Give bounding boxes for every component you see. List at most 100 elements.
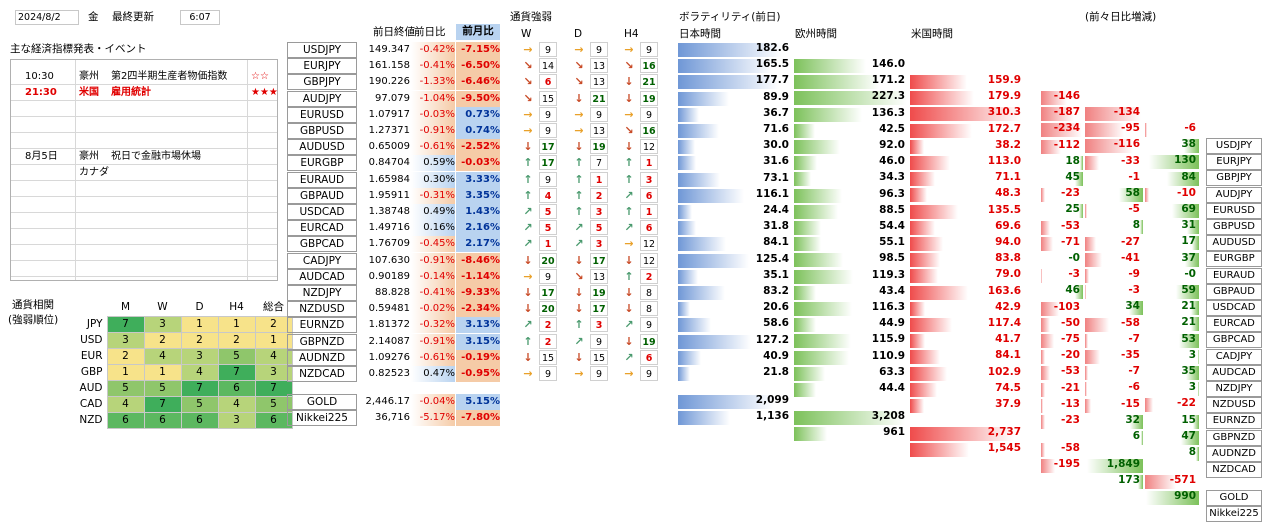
- trend-arrow-icon: ↗: [521, 236, 535, 252]
- pair-name-left[interactable]: EURGBP: [287, 155, 357, 171]
- prev-day-change: -0.14%: [411, 269, 455, 285]
- prev-day-change: -0.61%: [411, 350, 455, 366]
- pair-name-right[interactable]: GOLD: [1206, 490, 1262, 506]
- vol-jp-value: 58.6: [678, 317, 792, 329]
- pair-name-left[interactable]: GBPCAD: [287, 236, 357, 252]
- vol-jp-value: 127.2: [678, 334, 792, 346]
- pair-name-right[interactable]: Nikkei225: [1206, 506, 1262, 522]
- diff-jp: -195: [1041, 458, 1083, 474]
- pair-name-left[interactable]: NZDCAD: [287, 366, 357, 382]
- pair-name-left[interactable]: EURCAD: [287, 220, 357, 236]
- prev-day-change: -0.91%: [411, 334, 455, 350]
- pair-name-left[interactable]: AUDUSD: [287, 139, 357, 155]
- vol-jp-value: 116.1: [678, 188, 792, 200]
- hdr-vol-title: ボラティリティ(前日): [679, 10, 780, 24]
- trend-arrow-icon: ↓: [521, 350, 535, 366]
- prev-month-change: 3.15%: [456, 334, 500, 350]
- trend-score: 9: [590, 334, 608, 349]
- trend-arrow-icon: ↗: [622, 317, 636, 333]
- trend-arrow-icon: ↑: [521, 334, 535, 350]
- pair-name-left[interactable]: GBPJPY: [287, 74, 357, 90]
- trend-score: 15: [590, 350, 608, 365]
- prev-close: 88.828: [358, 285, 410, 301]
- pair-name-left[interactable]: GOLD: [287, 394, 357, 410]
- vol-us: 1,545: [910, 442, 1024, 458]
- prev-month-change: 5.15%: [456, 394, 500, 410]
- diff-us: 990: [1145, 490, 1199, 506]
- pair-name-left[interactable]: USDJPY: [287, 42, 357, 58]
- prev-month-change: 2.17%: [456, 236, 500, 252]
- trend-score: 9: [590, 366, 608, 381]
- pair-name-left[interactable]: GBPNZD: [287, 334, 357, 350]
- vol-jp-value: 21.8: [678, 366, 792, 378]
- pair-name-left[interactable]: EURJPY: [287, 58, 357, 74]
- vol-jp-value: 1,136: [678, 410, 792, 422]
- pair-name-left[interactable]: GBPAUD: [287, 188, 357, 204]
- vol-jp-value: 73.1: [678, 172, 792, 184]
- pair-name-left[interactable]: USDCAD: [287, 204, 357, 220]
- prev-close: 1.38748: [358, 204, 410, 220]
- trend-arrow-icon: →: [521, 107, 535, 123]
- trend-arrow-icon: →: [622, 366, 636, 382]
- trend-score: 9: [640, 366, 658, 381]
- hdr-h4: H4: [624, 27, 639, 41]
- pair-name-left[interactable]: EURUSD: [287, 107, 357, 123]
- hdr-vol-us: 米国時間: [911, 27, 953, 41]
- pair-name-left[interactable]: NZDUSD: [287, 301, 357, 317]
- prev-month-change: -6.50%: [456, 58, 500, 74]
- trend-score: 9: [640, 42, 658, 57]
- trend-score: 5: [539, 204, 557, 219]
- vol-jp: 127.2: [678, 334, 792, 350]
- pair-name-right[interactable]: NZDCAD: [1206, 462, 1262, 478]
- pair-name-left[interactable]: AUDNZD: [287, 350, 357, 366]
- prev-day-change: -1.04%: [411, 91, 455, 107]
- trend-arrow-icon: ↓: [572, 350, 586, 366]
- pair-name-right[interactable]: AUDNZD: [1206, 446, 1262, 462]
- pair-name-left[interactable]: AUDCAD: [287, 269, 357, 285]
- trend-arrow-icon: ↓: [622, 334, 636, 350]
- pair-name-left[interactable]: EURNZD: [287, 317, 357, 333]
- pair-name-left[interactable]: GBPUSD: [287, 123, 357, 139]
- prev-day-change: 0.30%: [411, 172, 455, 188]
- date-cell: 2024/8/2: [15, 10, 79, 25]
- trend-score: 16: [640, 123, 658, 138]
- prev-day-change: -0.03%: [411, 107, 455, 123]
- pair-name-left[interactable]: NZDJPY: [287, 285, 357, 301]
- pair-name-left[interactable]: AUDJPY: [287, 91, 357, 107]
- trend-score: 2: [539, 334, 557, 349]
- prev-day-change: -0.32%: [411, 317, 455, 333]
- vol-jp: 36.7: [678, 107, 792, 123]
- pair-name-left[interactable]: CADJPY: [287, 253, 357, 269]
- trend-score: 9: [539, 269, 557, 284]
- pair-name-left[interactable]: EURAUD: [287, 172, 357, 188]
- diff-eu: 1,849: [1085, 458, 1143, 474]
- pair-name-left[interactable]: Nikkei225: [287, 410, 357, 426]
- trend-arrow-icon: ↓: [622, 91, 636, 107]
- vol-jp: 125.4: [678, 253, 792, 269]
- prev-month-change: -1.14%: [456, 269, 500, 285]
- vol-jp-value: 20.6: [678, 301, 792, 313]
